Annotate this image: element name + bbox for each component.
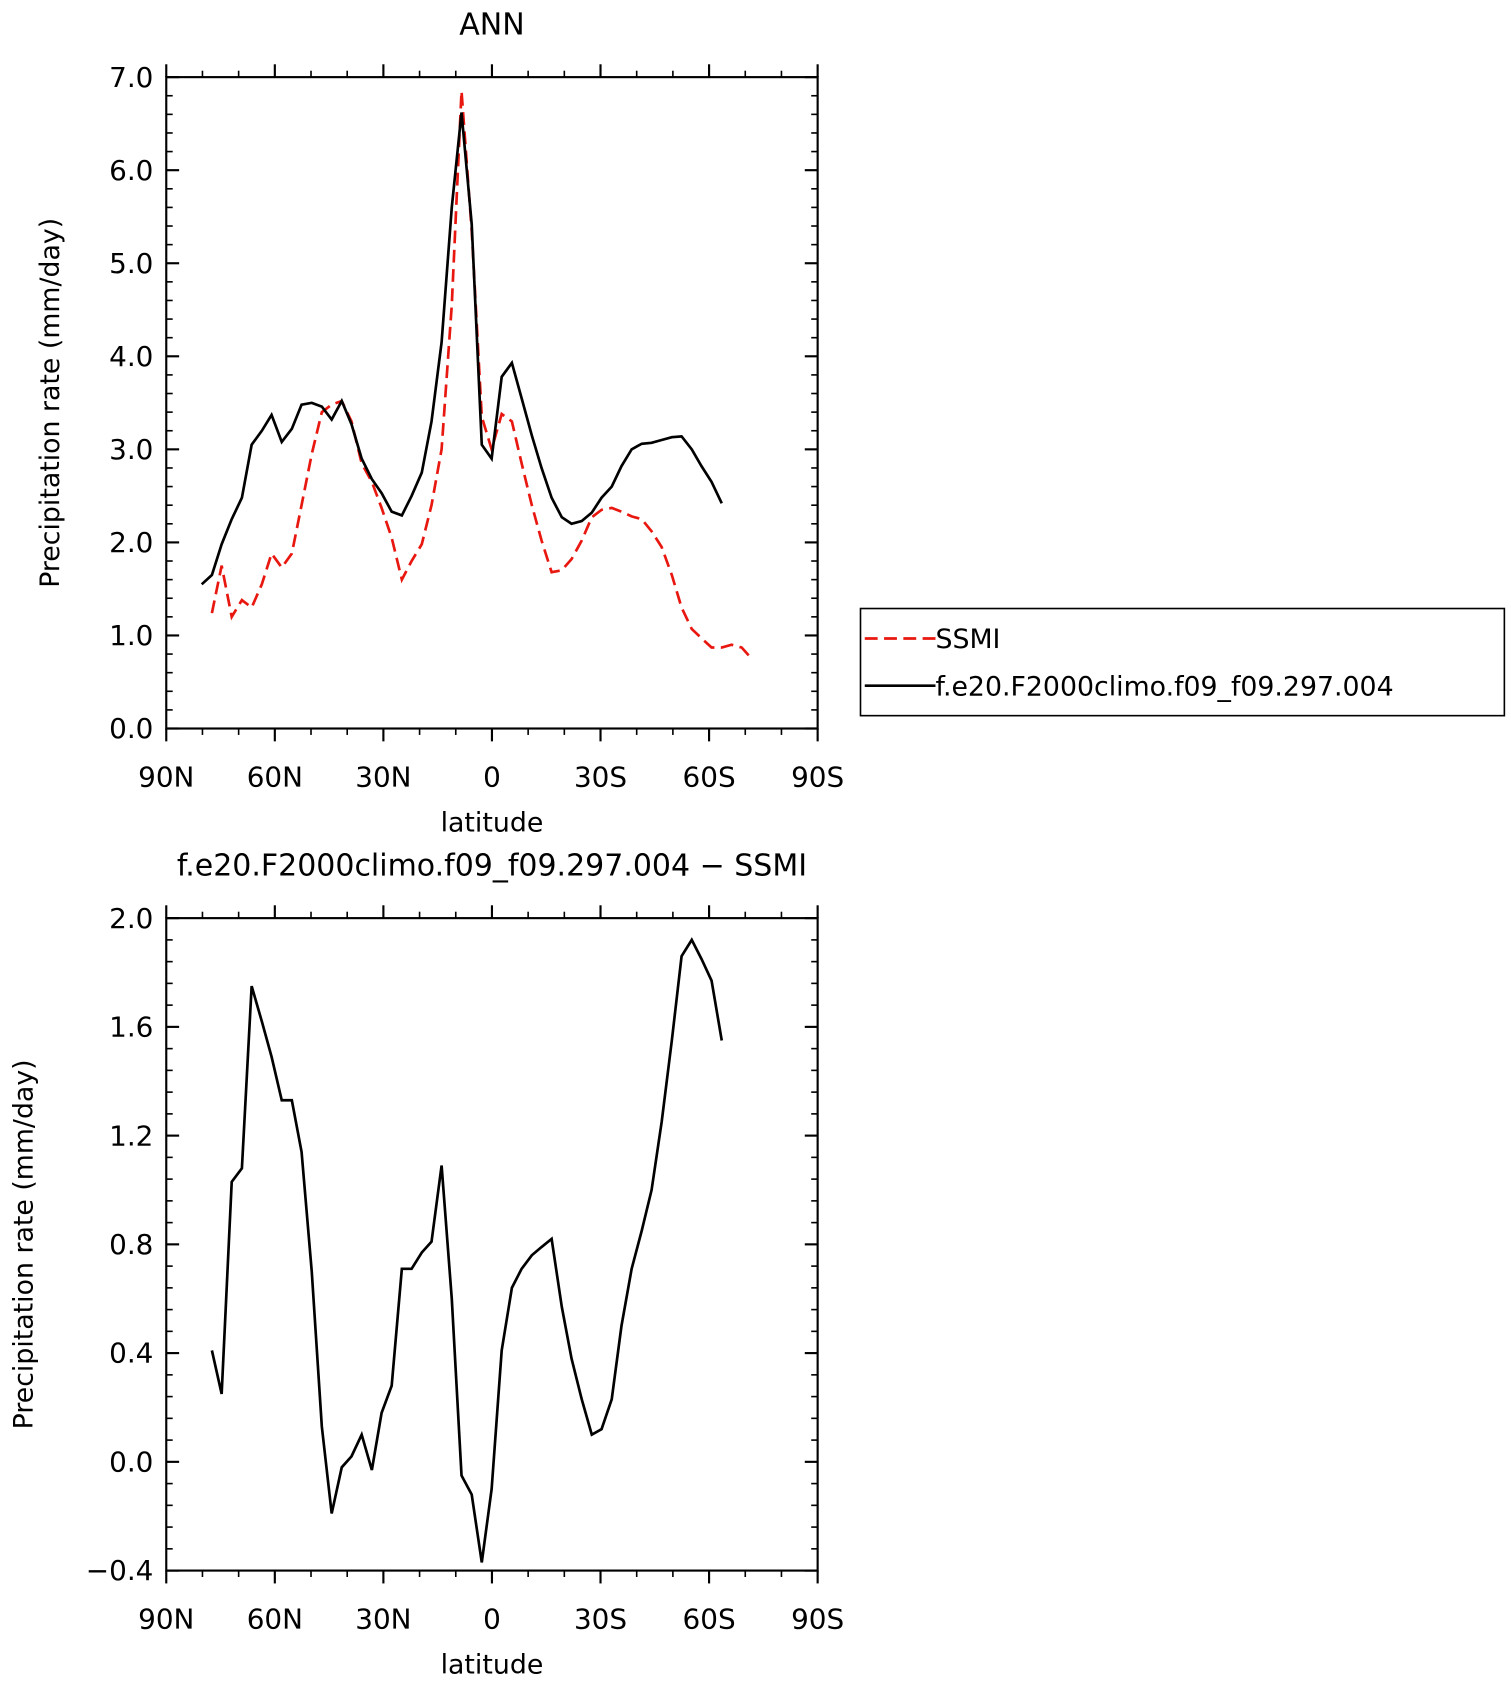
x-tick-label: 0 xyxy=(483,1602,501,1635)
x-tick-label: 30N xyxy=(355,1602,411,1635)
data-line xyxy=(200,112,723,586)
y-tick-label: 5.0 xyxy=(109,247,153,280)
y-tick-label: 1.6 xyxy=(109,1011,153,1044)
x-tick-label: 90N xyxy=(138,760,194,793)
x-tick-label: 30S xyxy=(574,1602,627,1635)
data-line xyxy=(210,937,724,1563)
data-line xyxy=(210,90,753,660)
x-tick-label: 0 xyxy=(483,760,501,793)
x-tick-label: 30S xyxy=(574,760,627,793)
y-tick-label: 0.0 xyxy=(109,712,153,745)
y-tick-label: 0.8 xyxy=(109,1228,153,1261)
y-tick-label: 1.2 xyxy=(109,1119,153,1152)
y-tick-label: 4.0 xyxy=(109,340,153,373)
chart-title: f.e20.F2000climo.f09_f09.297.004 − SSMI xyxy=(177,848,807,883)
y-axis-label: Precipitation rate (mm/day) xyxy=(8,1059,39,1429)
x-tick-label: 30N xyxy=(355,760,411,793)
y-axis-label: Precipitation rate (mm/day) xyxy=(35,218,66,588)
legend-label: SSMI xyxy=(935,624,1000,655)
plot-frame xyxy=(165,76,819,730)
y-tick-label: 1.0 xyxy=(109,619,153,652)
x-tick-label: 90S xyxy=(791,1602,844,1635)
y-tick-label: 3.0 xyxy=(109,433,153,466)
y-tick-label: 0.4 xyxy=(109,1337,153,1370)
x-axis-label: latitude xyxy=(441,807,544,838)
x-axis-label: latitude xyxy=(441,1649,544,1680)
y-tick-label: 2.0 xyxy=(109,902,153,935)
x-tick-label: 60N xyxy=(247,1602,303,1635)
y-tick-label: 2.0 xyxy=(109,526,153,559)
x-tick-label: 60S xyxy=(683,1602,736,1635)
chart-title: ANN xyxy=(459,7,524,42)
x-tick-label: 60N xyxy=(247,760,303,793)
y-tick-label: 7.0 xyxy=(109,61,153,94)
x-tick-label: 90N xyxy=(138,1602,194,1635)
plot-frame xyxy=(165,917,819,1572)
legend-label: f.e20.F2000climo.f09_f09.297.004 xyxy=(935,671,1393,702)
y-tick-label: 6.0 xyxy=(109,154,153,187)
x-tick-label: 60S xyxy=(683,760,736,793)
legend-box xyxy=(859,607,1506,717)
y-tick-label: 0.0 xyxy=(109,1445,153,1478)
y-tick-label: −0.4 xyxy=(86,1554,154,1587)
x-tick-label: 90S xyxy=(791,760,844,793)
